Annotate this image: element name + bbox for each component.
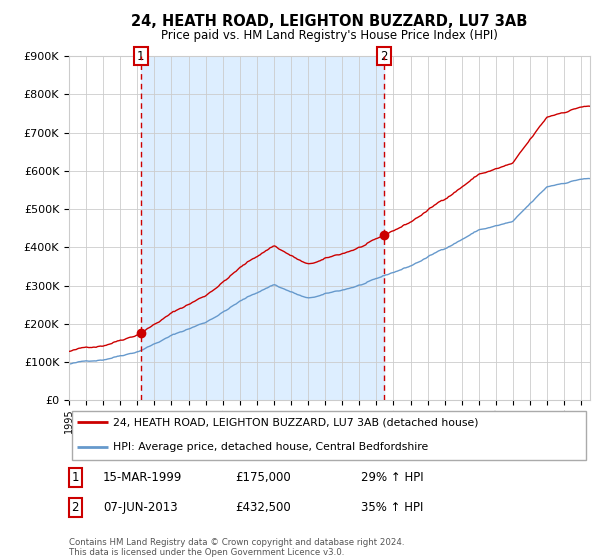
Text: 29% ↑ HPI: 29% ↑ HPI bbox=[361, 471, 423, 484]
Text: £432,500: £432,500 bbox=[236, 501, 292, 514]
Text: 07-JUN-2013: 07-JUN-2013 bbox=[103, 501, 178, 514]
Text: £175,000: £175,000 bbox=[236, 471, 292, 484]
Text: 2: 2 bbox=[380, 49, 388, 63]
Text: 1: 1 bbox=[71, 471, 79, 484]
Text: 15-MAR-1999: 15-MAR-1999 bbox=[103, 471, 182, 484]
Text: 24, HEATH ROAD, LEIGHTON BUZZARD, LU7 3AB (detached house): 24, HEATH ROAD, LEIGHTON BUZZARD, LU7 3A… bbox=[113, 417, 479, 427]
Text: 35% ↑ HPI: 35% ↑ HPI bbox=[361, 501, 423, 514]
Text: 24, HEATH ROAD, LEIGHTON BUZZARD, LU7 3AB: 24, HEATH ROAD, LEIGHTON BUZZARD, LU7 3A… bbox=[131, 14, 527, 29]
Text: Contains HM Land Registry data © Crown copyright and database right 2024.
This d: Contains HM Land Registry data © Crown c… bbox=[69, 538, 404, 557]
Text: 1: 1 bbox=[137, 49, 145, 63]
Text: Price paid vs. HM Land Registry's House Price Index (HPI): Price paid vs. HM Land Registry's House … bbox=[161, 29, 498, 42]
Text: HPI: Average price, detached house, Central Bedfordshire: HPI: Average price, detached house, Cent… bbox=[113, 442, 428, 452]
FancyBboxPatch shape bbox=[71, 411, 586, 460]
Text: 2: 2 bbox=[71, 501, 79, 514]
Bar bbox=[141, 56, 384, 400]
